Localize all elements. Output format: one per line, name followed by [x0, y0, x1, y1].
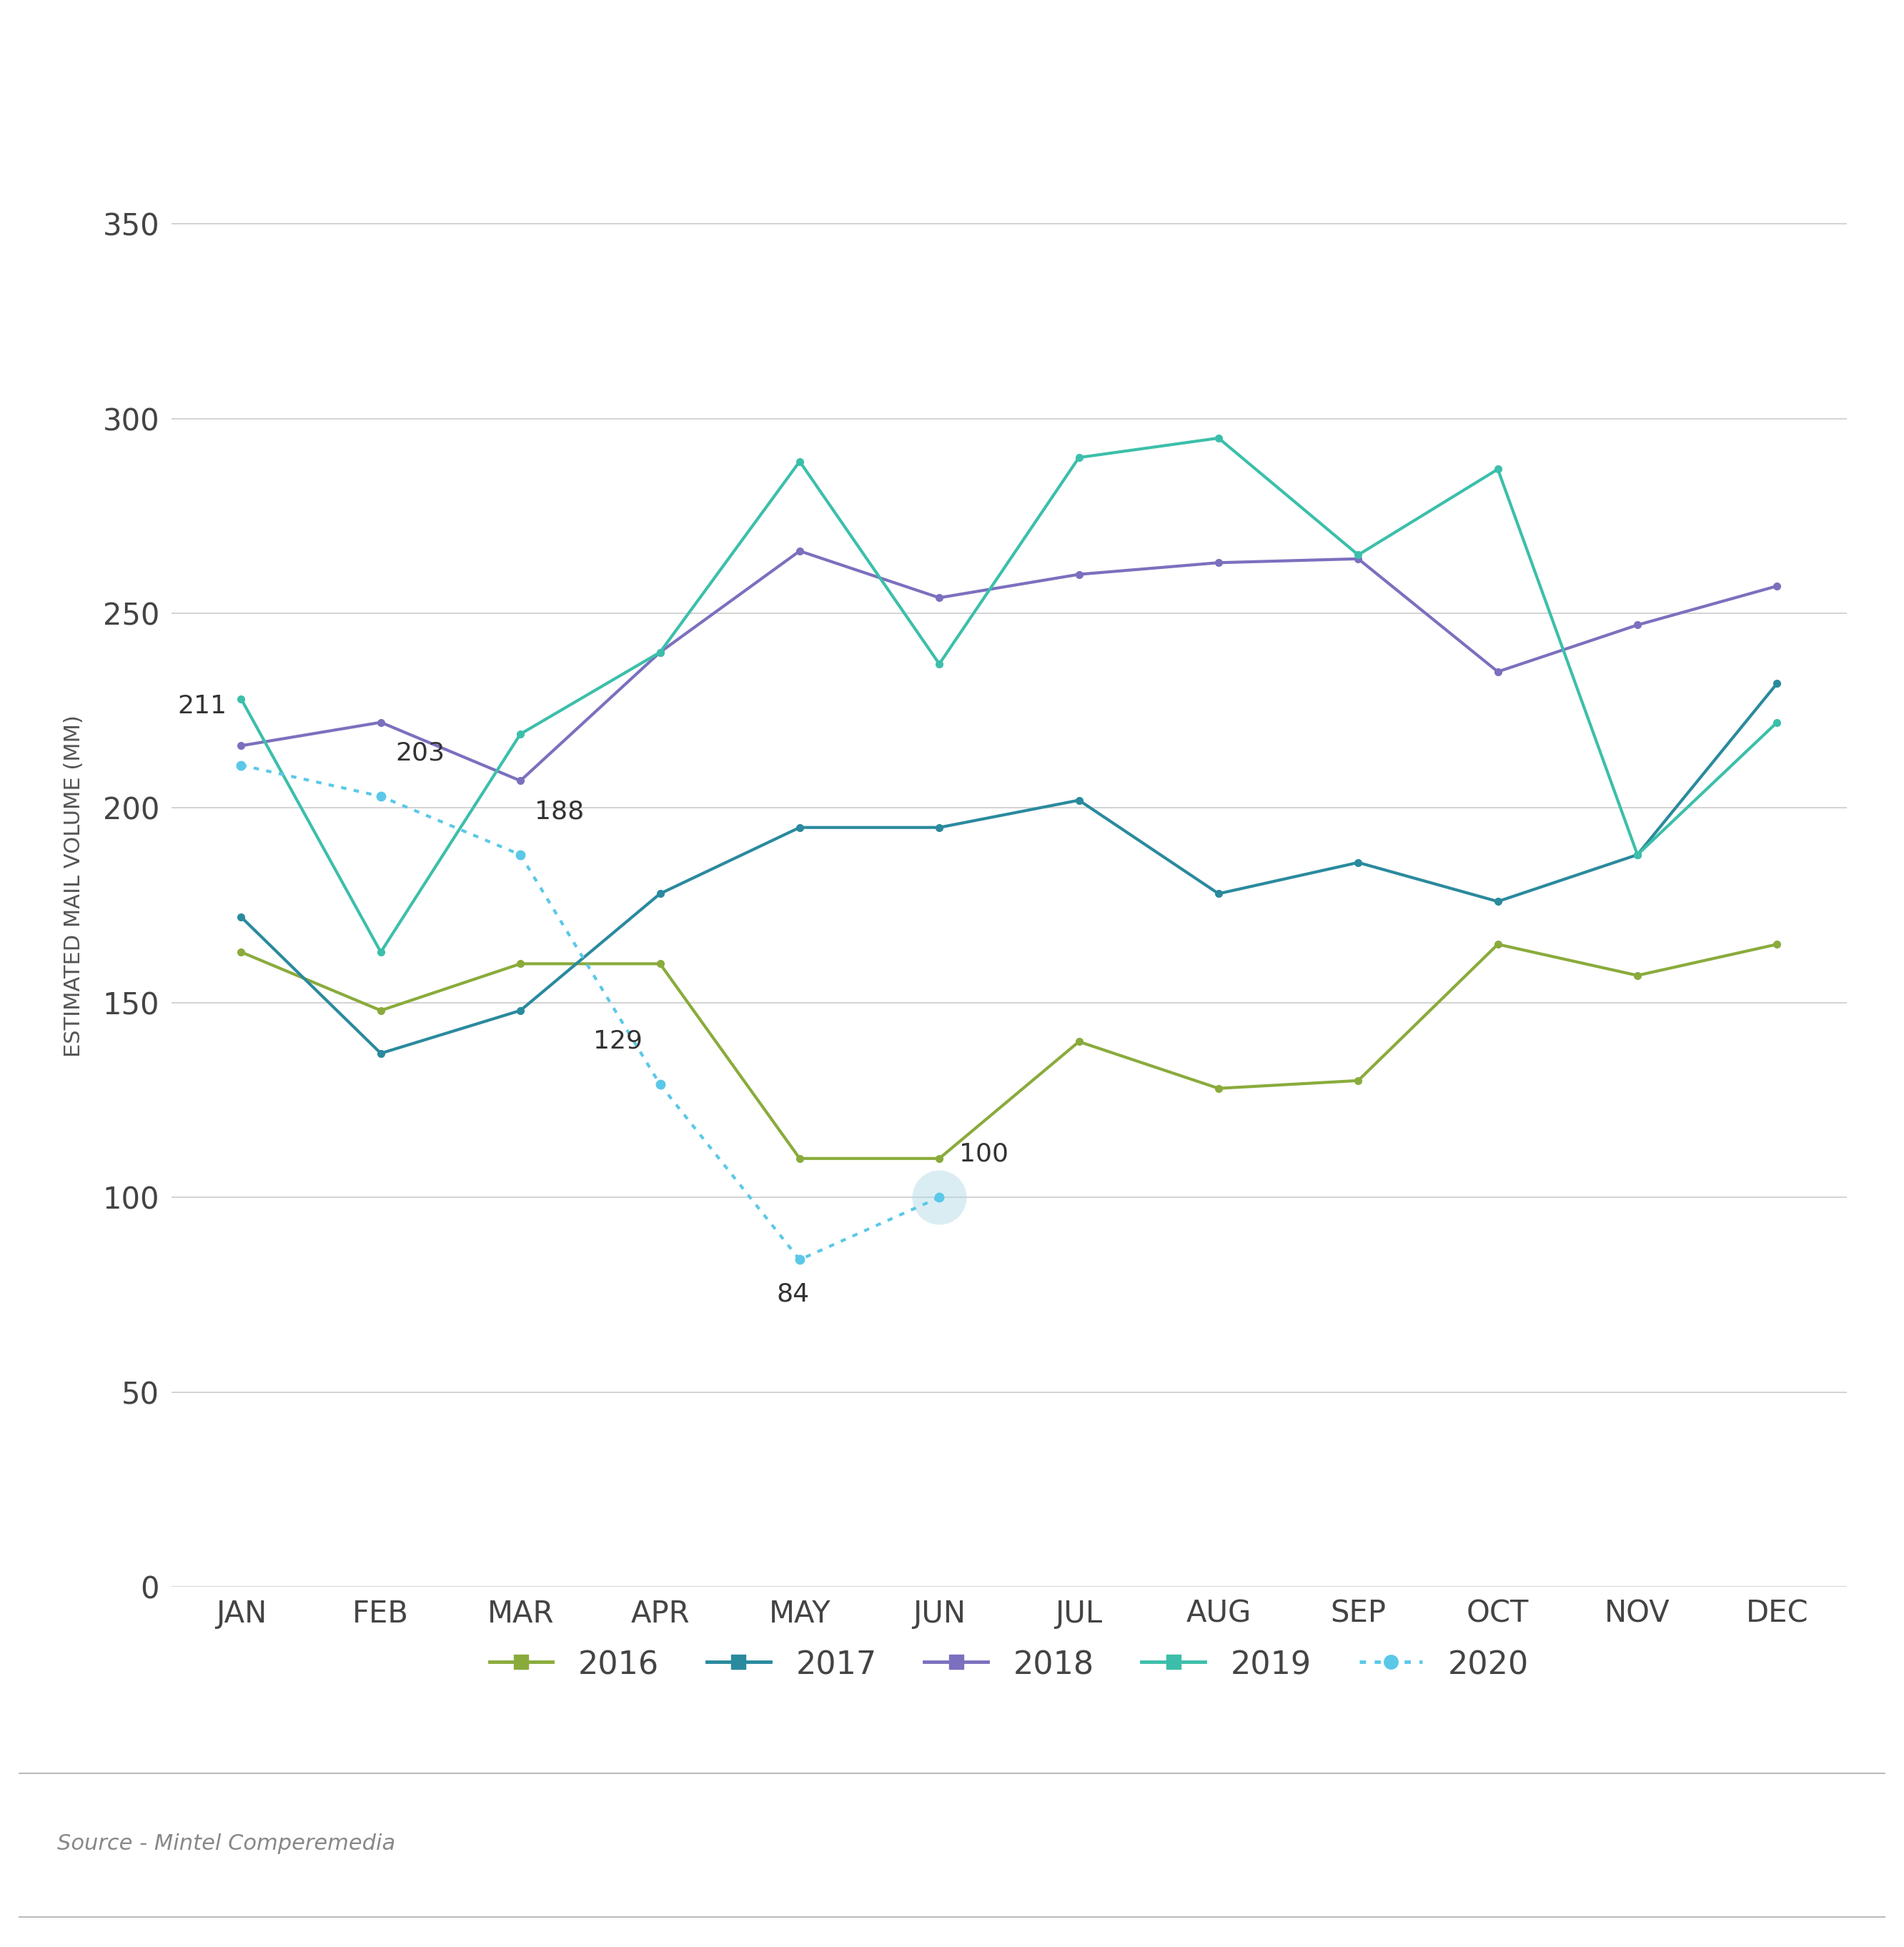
Text: PERSONAL LOAN DIRECT MAIL VOLUME YOY: PERSONAL LOAN DIRECT MAIL VOLUME YOY [48, 74, 1169, 117]
Text: 84: 84 [777, 1283, 809, 1306]
Y-axis label: ESTIMATED MAIL VOLUME (MM): ESTIMATED MAIL VOLUME (MM) [65, 715, 84, 1057]
Point [923, 1182, 954, 1213]
Text: 129: 129 [594, 1030, 644, 1053]
Text: Source - Mintel Comperemedia: Source - Mintel Comperemedia [57, 1832, 396, 1854]
Text: 203: 203 [396, 742, 444, 765]
Text: 211: 211 [177, 695, 227, 718]
Legend: 2016, 2017, 2018, 2019, 2020: 2016, 2017, 2018, 2019, 2020 [476, 1635, 1542, 1694]
Text: 100: 100 [960, 1143, 1009, 1166]
Text: 188: 188 [535, 800, 585, 824]
